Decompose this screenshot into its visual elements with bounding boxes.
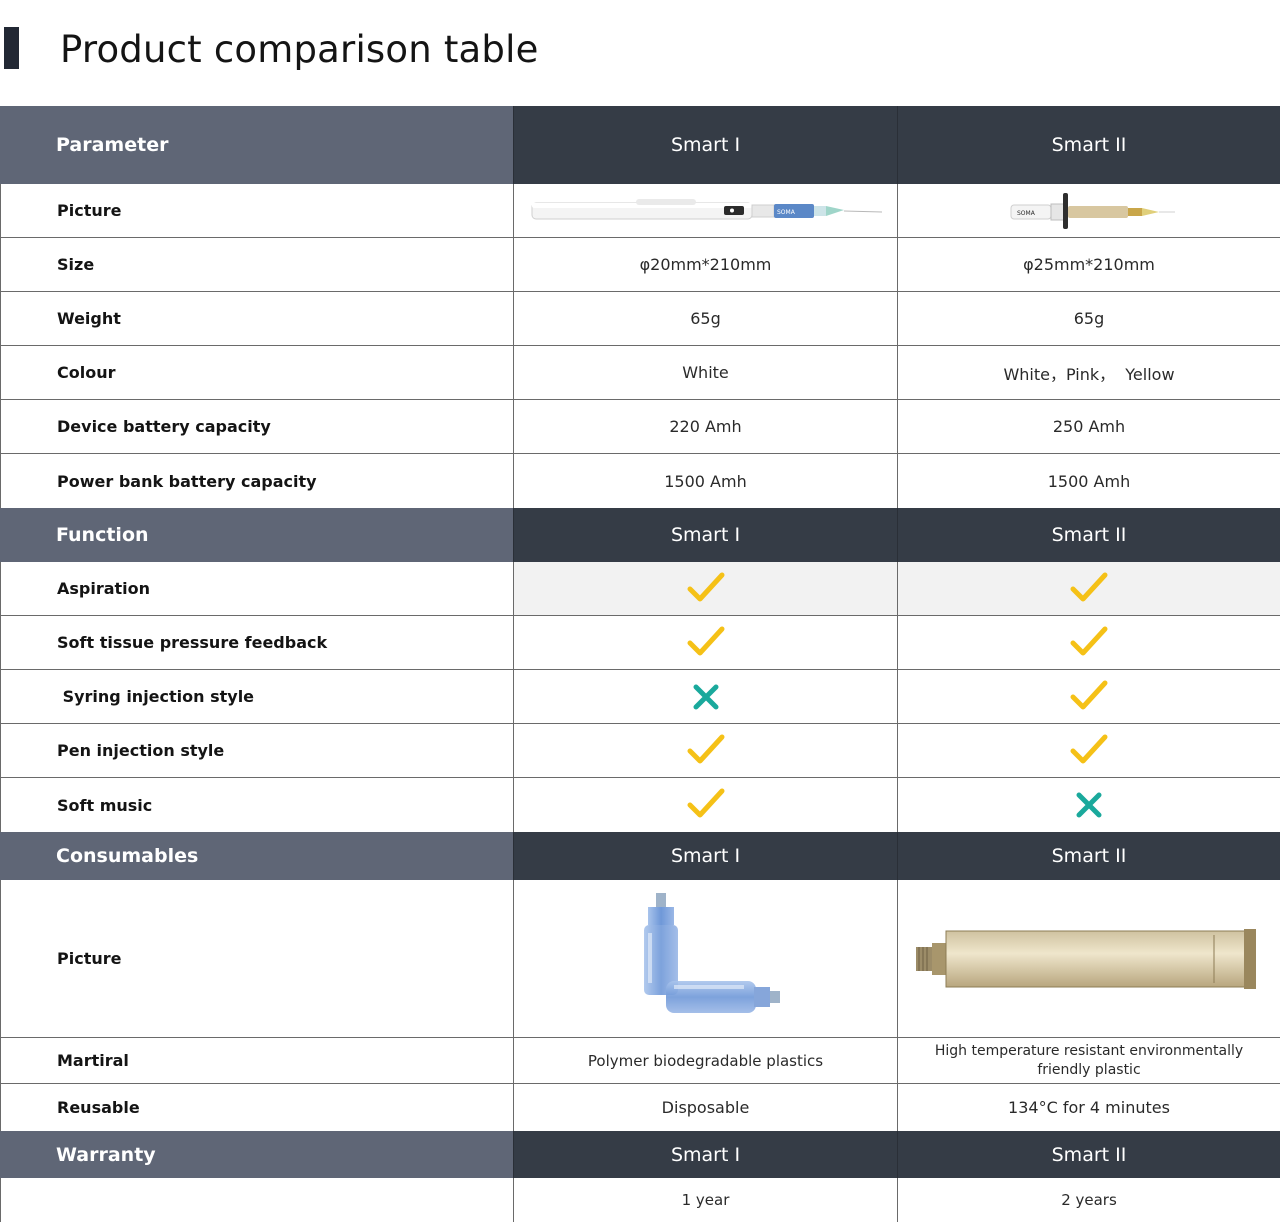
- table-row: Soft music: [0, 778, 1280, 832]
- smart-2-value: 2 years: [897, 1178, 1280, 1222]
- row-label: Soft tissue pressure feedback: [0, 616, 513, 669]
- smart-1-header: Smart I: [513, 106, 897, 184]
- warranty-header-label: Warranty: [0, 1131, 513, 1178]
- smart-2-cartridge-image: [897, 880, 1280, 1037]
- row-label: Weight: [0, 292, 513, 345]
- smart-1-mark: [513, 670, 897, 723]
- table-row: Syring injection style: [0, 670, 1280, 724]
- page-title: Product comparison table: [60, 28, 539, 71]
- checkmark-icon: [1070, 572, 1108, 601]
- checkmark-icon: [687, 788, 724, 818]
- smart-2-mark: [897, 724, 1280, 777]
- smart-2-mark: [897, 670, 1280, 723]
- table-row: Soft tissue pressure feedback: [0, 616, 1280, 670]
- smart-1-cartridge-image: [513, 880, 897, 1037]
- table-row: Size φ20mm*210mm φ25mm*210mm: [0, 238, 1280, 292]
- table-row: Device battery capacity 220 Amh 250 Amh: [0, 400, 1280, 454]
- table-row: Colour White White，Pink， Yellow: [0, 346, 1280, 400]
- smart-2-mark: [897, 562, 1280, 615]
- function-header-row: Function Smart I Smart II: [0, 508, 1280, 562]
- smart-1-value: Polymer biodegradable plastics: [513, 1038, 897, 1083]
- table-row: Aspiration: [0, 562, 1280, 616]
- table-row: Weight 65g 65g: [0, 292, 1280, 346]
- checkmark-icon: [1070, 626, 1108, 655]
- table-row: Picture: [0, 880, 1280, 1038]
- smart-1-value: 220 Amh: [513, 400, 897, 453]
- table-row: Martiral Polymer biodegradable plastics …: [0, 1038, 1280, 1084]
- smart-1-mark: [513, 778, 897, 832]
- row-label: Aspiration: [0, 562, 513, 615]
- row-label: Reusable: [0, 1084, 513, 1131]
- smart-1-value: Disposable: [513, 1084, 897, 1131]
- table-row: 1 year 2 years: [0, 1178, 1280, 1222]
- smart-1-mark: [513, 724, 897, 777]
- smart-2-value: 65g: [897, 292, 1280, 345]
- smart-2-header: Smart II: [897, 832, 1280, 880]
- smart-2-value: High temperature resistant environmental…: [897, 1038, 1280, 1083]
- smart-1-value: 1 year: [513, 1178, 897, 1222]
- smart-2-value: 250 Amh: [897, 400, 1280, 453]
- cross-icon: [1076, 792, 1102, 818]
- row-label: Device battery capacity: [0, 400, 513, 453]
- consumables-header-label: Consumables: [0, 832, 513, 880]
- cross-icon: [693, 684, 718, 709]
- smart-1-header: Smart I: [513, 832, 897, 880]
- smart-1-value: White: [513, 346, 897, 399]
- row-label: Colour: [0, 346, 513, 399]
- title-accent-bar: [4, 27, 19, 69]
- table-row: Reusable Disposable 134°C for 4 minutes: [0, 1084, 1280, 1131]
- checkmark-icon: [687, 572, 724, 601]
- row-label: Martiral: [0, 1038, 513, 1083]
- smart-1-value: 1500 Amh: [513, 454, 897, 508]
- consumables-header-row: Consumables Smart I Smart II: [0, 832, 1280, 880]
- smart-2-mark: [897, 616, 1280, 669]
- smart-2-header: Smart II: [897, 1131, 1280, 1178]
- svg-text:SOMA: SOMA: [1017, 210, 1036, 217]
- table-row: Power bank battery capacity 1500 Amh 150…: [0, 454, 1280, 508]
- checkmark-icon: [1070, 680, 1108, 709]
- smart-2-mark: [897, 778, 1280, 832]
- row-label: Syring injection style: [0, 670, 513, 723]
- row-label: Pen injection style: [0, 724, 513, 777]
- smart-1-value: 65g: [513, 292, 897, 345]
- checkmark-icon: [1070, 734, 1108, 763]
- row-label: [0, 1178, 513, 1222]
- row-label: Picture: [0, 880, 513, 1037]
- warranty-header-row: Warranty Smart I Smart II: [0, 1131, 1280, 1178]
- checkmark-icon: [687, 626, 724, 655]
- smart-1-mark: [513, 562, 897, 615]
- row-label: Picture: [0, 184, 513, 237]
- smart-1-header: Smart I: [513, 508, 897, 562]
- table-row: Picture SOMA: [0, 184, 1280, 238]
- parameter-header-row: Parameter Smart I Smart II: [0, 106, 1280, 184]
- smart-2-device-image: SOMA: [897, 184, 1280, 237]
- parameter-header-label: Parameter: [0, 106, 513, 184]
- smart-2-value: φ25mm*210mm: [897, 238, 1280, 291]
- smart-1-header: Smart I: [513, 1131, 897, 1178]
- device-brand-text: SOMA: [777, 209, 796, 216]
- smart-1-device-image: SOMA: [513, 184, 897, 237]
- row-label: Size: [0, 238, 513, 291]
- row-label: Soft music: [0, 778, 513, 832]
- smart-2-header: Smart II: [897, 106, 1280, 184]
- smart-1-value: φ20mm*210mm: [513, 238, 897, 291]
- smart-1-mark: [513, 616, 897, 669]
- smart-2-value: 1500 Amh: [897, 454, 1280, 508]
- smart-2-value: 134°C for 4 minutes: [897, 1084, 1280, 1131]
- checkmark-icon: [687, 734, 724, 763]
- table-row: Pen injection style: [0, 724, 1280, 778]
- smart-2-header: Smart II: [897, 508, 1280, 562]
- smart-2-value: White，Pink， Yellow: [897, 346, 1280, 399]
- row-label: Power bank battery capacity: [0, 454, 513, 508]
- function-header-label: Function: [0, 508, 513, 562]
